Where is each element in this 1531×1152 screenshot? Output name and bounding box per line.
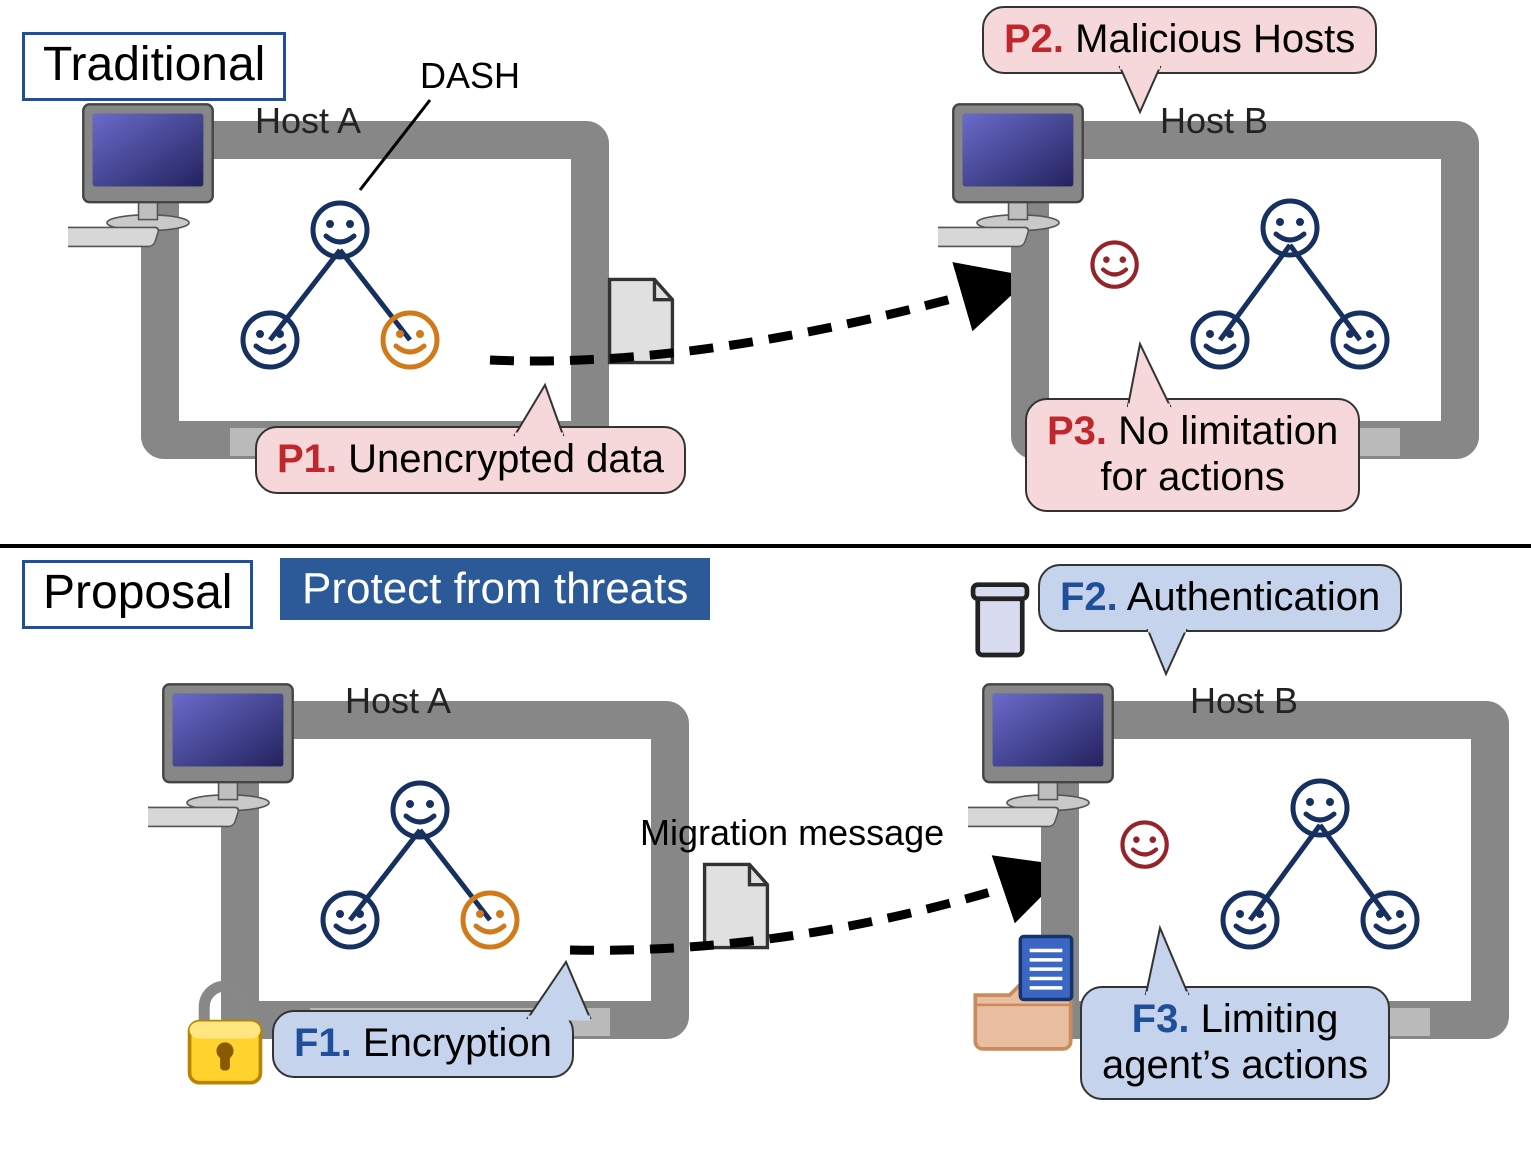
p1-tag: P1. xyxy=(277,437,337,481)
bluepaper-icon xyxy=(1018,934,1074,1002)
f1-tag: F1. xyxy=(294,1021,352,1065)
p3-text: No limitation for actions xyxy=(1100,409,1338,499)
p3-callout: P3. No limitation for actions xyxy=(1025,398,1360,512)
p3-tail xyxy=(1110,338,1190,410)
lock-icon xyxy=(180,980,270,1090)
f2-tail xyxy=(1132,626,1202,682)
f1-text: Encryption xyxy=(363,1021,552,1065)
hostB-label-bottom: Host B xyxy=(1190,680,1298,722)
protect-banner: Protect from threats xyxy=(280,558,710,620)
f3-tag: F3. xyxy=(1132,997,1190,1041)
f3-callout: F3. Limiting agent’s actions xyxy=(1080,986,1390,1100)
face-tree-hostA-top xyxy=(210,190,510,410)
p1-text: Unencrypted data xyxy=(348,437,664,481)
proposal-panel-text: Proposal xyxy=(43,566,232,619)
computer-icon-hostA-bottom xyxy=(148,678,308,828)
hostA-label-bottom: Host A xyxy=(345,680,451,722)
computer-icon-hostA-top xyxy=(68,98,228,248)
traditional-panel-label: Traditional xyxy=(22,32,286,101)
p1-callout: P1. Unencrypted data xyxy=(255,426,686,494)
f2-callout: F2. Authentication xyxy=(1038,564,1402,632)
proposal-panel-label: Proposal xyxy=(22,560,253,629)
p2-tail xyxy=(1100,62,1180,122)
traditional-panel-text: Traditional xyxy=(43,38,265,91)
p2-text: Malicious Hosts xyxy=(1075,17,1355,61)
f2-tag: F2. xyxy=(1060,575,1118,619)
trash-icon xyxy=(970,580,1030,662)
f3-tail xyxy=(1130,922,1210,998)
p3-tag: P3. xyxy=(1047,409,1107,453)
p2-tag: P2. xyxy=(1004,17,1064,61)
protect-banner-text: Protect from threats xyxy=(302,564,688,613)
f2-text: Authentication xyxy=(1127,575,1381,619)
